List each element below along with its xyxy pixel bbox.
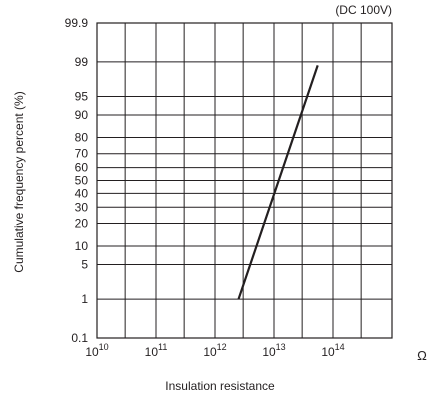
- y-tick-label: 95: [75, 90, 89, 104]
- x-tick-label: 1012: [203, 342, 226, 359]
- y-tick-label: 99: [75, 55, 89, 69]
- y-tick-label: 0.1: [71, 331, 88, 345]
- x-tick-label: 1010: [85, 342, 108, 359]
- y-tick-label: 99.9: [65, 16, 89, 30]
- y-tick-label: 40: [75, 186, 89, 200]
- x-tick-label: 1014: [321, 342, 344, 359]
- x-tick-labels: 1010 1011 1012 1013 1014: [85, 342, 344, 359]
- y-tick-label: 30: [75, 200, 89, 214]
- x-tick-label: 1011: [145, 342, 168, 359]
- x-unit-label: Ω: [417, 348, 427, 363]
- y-tick-label: 80: [75, 131, 89, 145]
- y-tick-label: 10: [75, 239, 89, 253]
- x-tick-label: 1013: [262, 342, 285, 359]
- plot-frame: [96, 22, 393, 339]
- y-axis-label: Cumulative frequency percent (%): [12, 91, 26, 272]
- annotation-label: (DC 100V): [335, 3, 392, 17]
- x-axis-label: Insulation resistance: [165, 379, 275, 393]
- y-tick-label: 1: [81, 292, 88, 306]
- y-tick-label: 70: [75, 147, 89, 161]
- series-line-0: [237, 65, 319, 300]
- y-tick-label: 60: [75, 161, 89, 175]
- y-tick-label: 5: [81, 257, 88, 271]
- plot-border: [96, 22, 393, 339]
- series-group: [237, 65, 319, 300]
- y-tick-label: 20: [75, 216, 89, 230]
- y-tick-label: 90: [75, 108, 89, 122]
- grid: [96, 22, 393, 339]
- y-tick-label: 50: [75, 174, 89, 188]
